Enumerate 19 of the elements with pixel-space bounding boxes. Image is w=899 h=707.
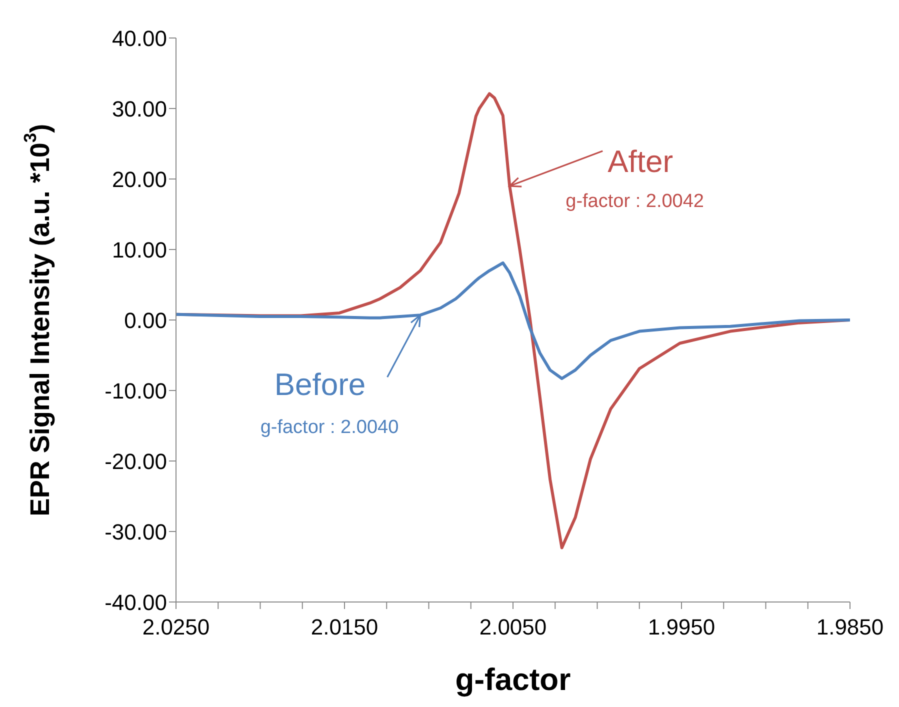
y-tick-label: -30.00 [104,519,167,544]
x-tick-label: 1.9850 [816,614,884,640]
y-tick-label: 10.00 [112,237,167,262]
y-tick-label: -10.00 [104,378,167,404]
annotation: g-factor : 2.0040 [260,417,399,438]
x-axis-title: g-factor [455,662,571,697]
x-tick-label: 2.0250 [142,614,210,640]
series-label: Before [274,367,366,402]
y-tick-label: 30.00 [112,96,167,122]
legend-label: After [608,144,674,180]
annotation: g-factor : 2.0042 [566,191,704,212]
x-tick-label: 2.0050 [479,614,547,640]
y-tick-label: -20.00 [104,448,167,474]
y-tick-label: 40.00 [112,26,167,51]
y-tick-label: -40.00 [104,590,167,615]
x-tick-label: 2.0150 [310,614,378,640]
x-tick-label: 1.9950 [648,614,716,640]
y-tick-label: 20.00 [112,166,167,192]
y-tick-label: 0.00 [124,308,167,333]
